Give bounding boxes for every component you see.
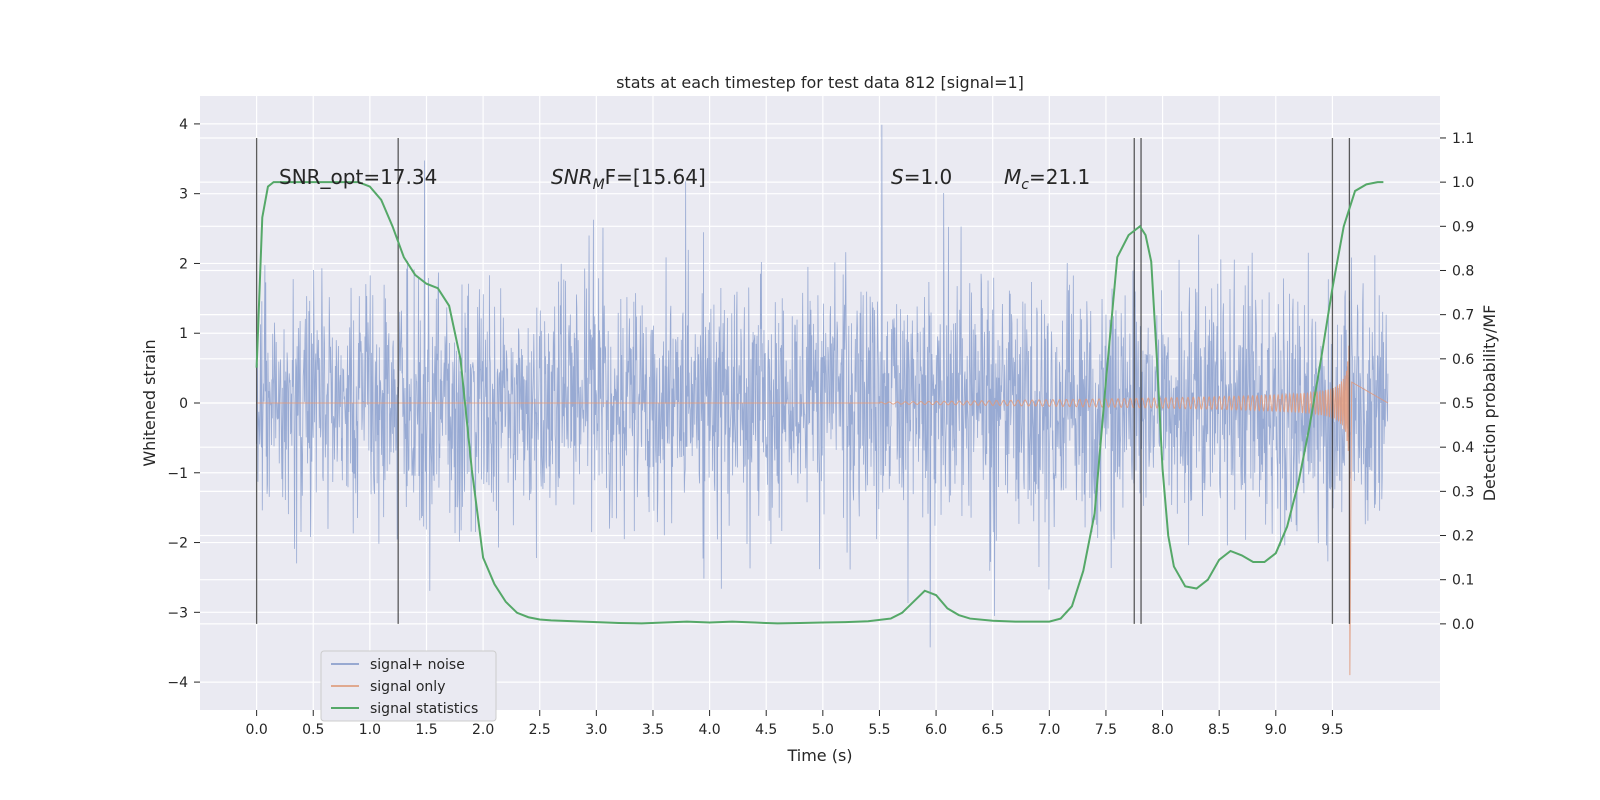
tick-labels: 0.0 0.5 1.0 1.5 2.0 2.5 3.0 3.5 4.0 4.5 5.0 5.5 6.0 6… [167, 117, 1474, 738]
annotation-mc-value: =21.1 [1029, 165, 1090, 189]
y2-tick-label: 0.2 [1452, 529, 1474, 545]
y2-tick-label: 0.8 [1452, 263, 1474, 279]
x-tick-label: 0.5 [302, 722, 324, 738]
annotation-s-value: =1.0 [904, 165, 953, 189]
noise-trace [256, 124, 1389, 648]
annotation-s: S=1.0 [891, 165, 952, 189]
x-tick-label: 2.0 [472, 722, 494, 738]
legend-label-noise: signal+ noise [370, 657, 465, 673]
x-tick-label: 7.0 [1038, 722, 1060, 738]
y2-tick-label: 0.3 [1452, 484, 1474, 500]
legend-label-statistics: signal statistics [370, 701, 478, 717]
y-tick-label: −1 [167, 466, 188, 482]
vertical-markers [255, 137, 1351, 624]
x-tick-label: 3.5 [642, 722, 664, 738]
x-tick-label: 5.5 [868, 722, 890, 738]
x-tick-label: 2.5 [529, 722, 551, 738]
y-tick-label: −3 [167, 605, 188, 621]
annotations: SNR_opt=17.34 SNRMF=[15.64] S=1.0 Mc=21.… [279, 165, 1090, 193]
y-axis-label: Whitened strain [140, 339, 159, 466]
y2-tick-label: 0.5 [1452, 396, 1474, 412]
signal-only-series [256, 345, 1389, 676]
x-axis-label: Time (s) [786, 746, 852, 765]
annotation-snr-mf: SNRMF=[15.64] [551, 165, 706, 193]
y2-tick-label: 1.0 [1452, 175, 1474, 191]
annotation-snr-opt: SNR_opt=17.34 [279, 165, 437, 189]
x-tick-label: 8.5 [1208, 722, 1230, 738]
legend-box [320, 650, 497, 722]
annotation-snr-mf-value: F=[15.64] [605, 165, 706, 189]
y2-tick-label: 0.9 [1452, 219, 1474, 235]
x-tick-label: 8.0 [1151, 722, 1173, 738]
x-tick-label: 0.0 [245, 722, 267, 738]
y2-tick-label: 0.7 [1452, 308, 1474, 324]
x-tick-label: 4.5 [755, 722, 777, 738]
x-tick-label: 1.5 [415, 722, 437, 738]
annotation-mc: Mc=21.1 [1004, 165, 1090, 193]
annotation-mc-symbol: M [1004, 165, 1021, 189]
chart-title: stats at each timestep for test data 812… [616, 73, 1024, 92]
y2-tick-label: 0.1 [1452, 573, 1474, 589]
statistics-line [255, 181, 1384, 625]
signal-trace [256, 345, 1389, 676]
y-tick-label: −2 [167, 536, 188, 552]
annotation-snr-mf-symbol: SNR [551, 165, 593, 189]
x-tick-label: 6.0 [925, 722, 947, 738]
x-tick-label: 9.5 [1321, 722, 1343, 738]
y2-tick-label: 0.0 [1452, 617, 1474, 633]
noise-series [256, 124, 1389, 648]
y2-tick-label: 0.4 [1452, 440, 1474, 456]
annotation-snr-mf-subscript: M [593, 177, 605, 193]
legend: signal+ noise signal only signal statist… [320, 650, 497, 722]
x-tick-label: 1.0 [359, 722, 381, 738]
y-tick-label: 0 [179, 396, 188, 412]
y-tick-label: 3 [179, 187, 188, 203]
annotation-mc-subscript: c [1021, 177, 1029, 193]
x-tick-label: 9.0 [1265, 722, 1287, 738]
x-tick-label: 7.5 [1095, 722, 1117, 738]
y-tick-label: 4 [179, 117, 188, 133]
y-tick-label: 2 [179, 256, 188, 272]
x-tick-label: 3.0 [585, 722, 607, 738]
x-tick-label: 5.0 [812, 722, 834, 738]
y-tick-label: −4 [167, 675, 188, 691]
y2-axis-label: Detection probability/MF [1480, 305, 1499, 502]
y-tick-label: 1 [179, 326, 188, 342]
y2-tick-label: 1.1 [1452, 131, 1474, 147]
x-tick-label: 6.5 [982, 722, 1004, 738]
statistics-series [255, 181, 1384, 625]
legend-label-signal: signal only [370, 679, 445, 695]
y2-tick-label: 0.6 [1452, 352, 1474, 368]
x-tick-label: 4.0 [698, 722, 720, 738]
annotation-s-symbol: S [891, 165, 904, 189]
